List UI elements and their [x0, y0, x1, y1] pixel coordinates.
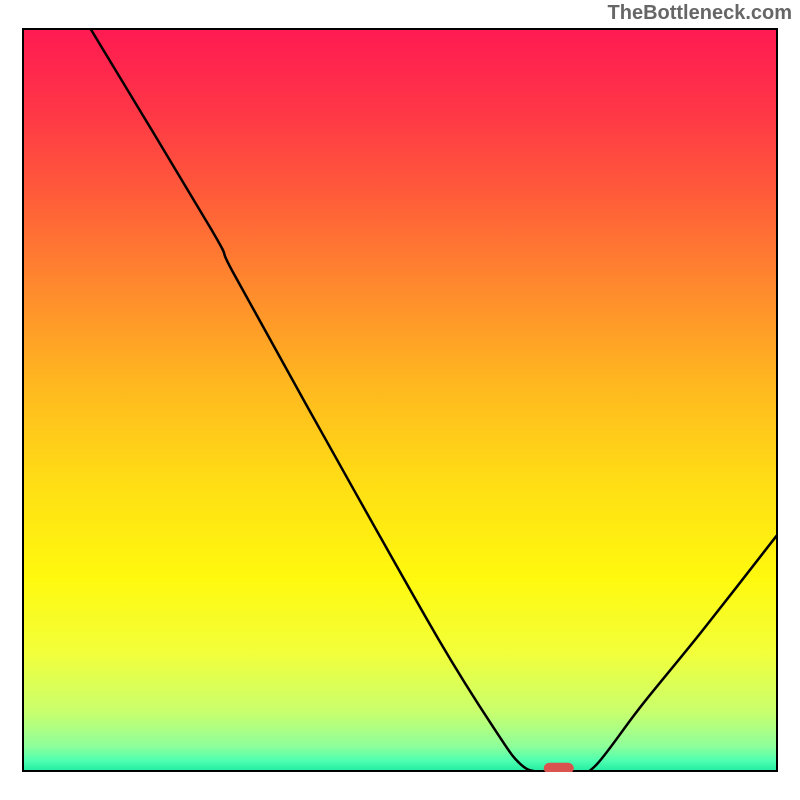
- curve-layer: [22, 28, 778, 772]
- watermark-text: TheBottleneck.com: [608, 2, 792, 25]
- optimal-marker: [544, 763, 574, 772]
- bottleneck-curve: [90, 28, 778, 772]
- bottleneck-chart: TheBottleneck.com: [0, 0, 800, 800]
- plot-area: [22, 28, 778, 772]
